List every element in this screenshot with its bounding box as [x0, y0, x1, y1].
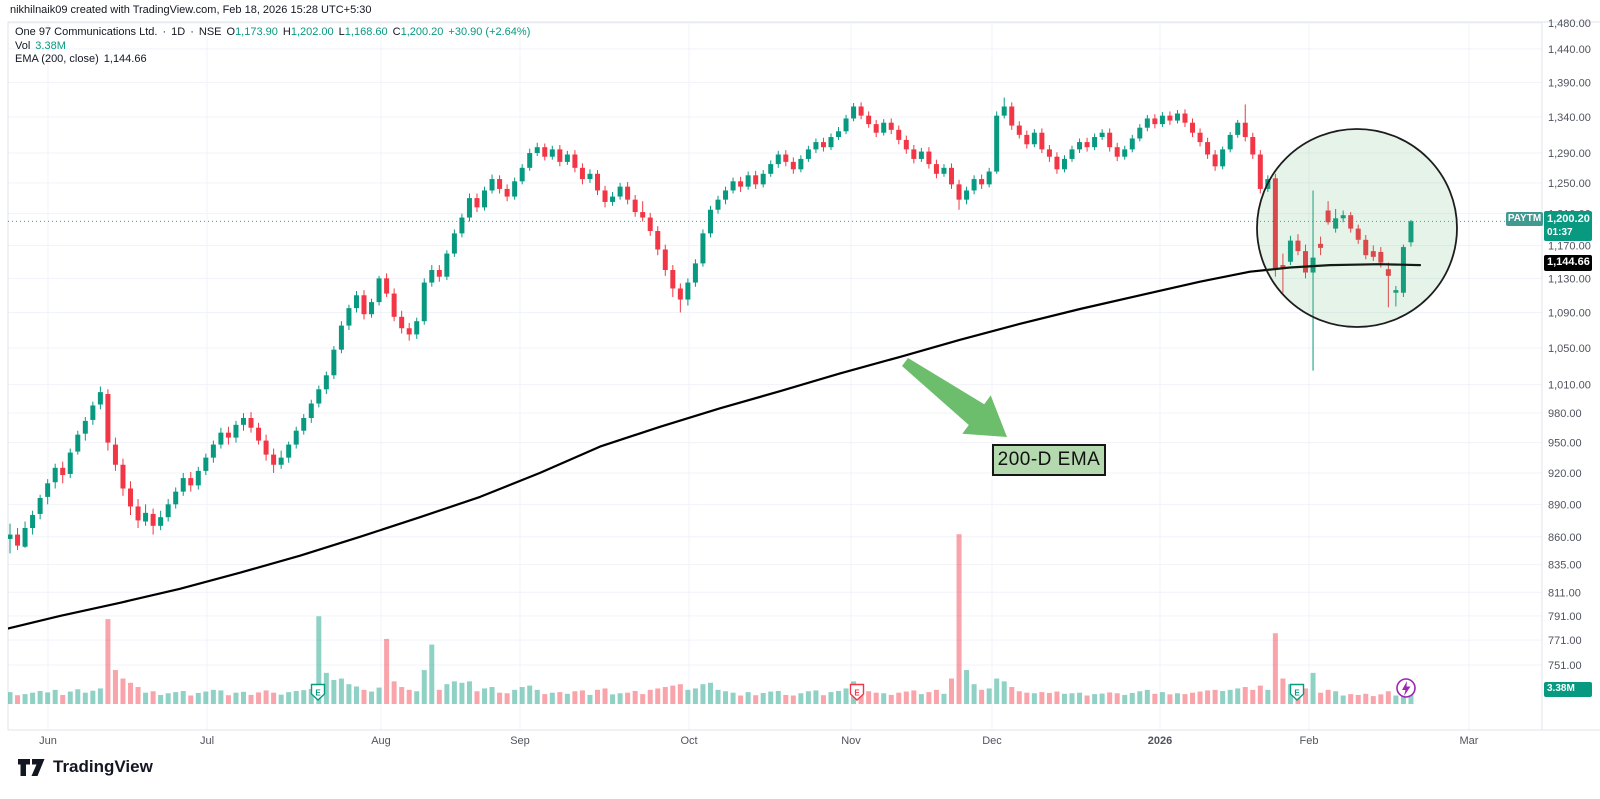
ema-price-badge: 1,144.66 [1544, 255, 1592, 271]
time-axis-label: Feb [1300, 735, 1319, 747]
gridlines [8, 22, 1542, 730]
price-axis-label: 791.00 [1548, 611, 1582, 623]
price-axis-label: 920.00 [1548, 468, 1582, 480]
svg-text:E: E [1294, 689, 1300, 698]
tradingview-logo[interactable]: TradingView [16, 756, 153, 778]
time-axis-label: Sep [510, 735, 530, 747]
time-axis[interactable]: Jun Jul Aug Sep Oct Nov Dec 2026 Feb Mar [39, 735, 1479, 747]
volume-bars [8, 534, 1414, 704]
price-axis-label: 771.00 [1548, 635, 1582, 647]
time-axis-label: Nov [841, 735, 861, 747]
price-axis-label: 1,390.00 [1548, 77, 1591, 89]
time-axis-label: Mar [1460, 735, 1479, 747]
price-axis-label: 1,170.00 [1548, 240, 1591, 252]
time-axis-label: Aug [371, 735, 391, 747]
bar-countdown: 01:37 [1547, 226, 1573, 238]
price-axis-label: 751.00 [1548, 660, 1582, 672]
pane-borders [7, 21, 1600, 731]
price-axis-label: 1,010.00 [1548, 380, 1591, 392]
highlight-circle-annotation[interactable] [1256, 128, 1458, 328]
price-axis-label: 1,130.00 [1548, 273, 1591, 285]
price-axis-label: 1,340.00 [1548, 112, 1591, 124]
price-axis-label: 860.00 [1548, 532, 1582, 544]
flash-marker-icon[interactable] [1396, 678, 1416, 698]
price-axis-label: 1,440.00 [1548, 44, 1591, 56]
price-axis-label: 811.00 [1548, 587, 1581, 599]
price-axis[interactable]: 1,480.00 1,440.00 1,390.00 1,340.00 1,290.00… [1548, 18, 1591, 672]
tradingview-logo-text: TradingView [53, 757, 153, 776]
ema-annotation-label[interactable]: 200-D EMA [992, 444, 1106, 476]
time-axis-label: Dec [982, 735, 1002, 747]
attribution-text: nikhilnaik09 created with TradingView.co… [10, 4, 372, 16]
time-axis-label: Jul [200, 735, 214, 747]
price-axis-label: 1,290.00 [1548, 148, 1591, 160]
price-axis-label: 1,250.00 [1548, 178, 1591, 190]
price-axis-label: 980.00 [1548, 408, 1582, 420]
price-axis-label: 835.00 [1548, 560, 1582, 572]
ema-line[interactable] [0, 263, 1422, 630]
price-axis-label: 890.00 [1548, 499, 1582, 511]
last-price-value: 1,200.20 [1547, 212, 1590, 225]
time-axis-label: Oct [680, 735, 697, 747]
price-axis-label: 1,090.00 [1548, 307, 1591, 319]
earnings-marker-icon[interactable]: E [310, 683, 326, 701]
svg-text:E: E [854, 689, 860, 698]
tradingview-logo-icon [18, 759, 45, 776]
last-price-badge: 1,200.20 01:37 [1544, 211, 1592, 241]
price-axis-label: 1,480.00 [1548, 18, 1591, 30]
time-axis-label: 2026 [1148, 735, 1172, 747]
earnings-marker-icon[interactable]: E [849, 683, 865, 701]
svg-text:E: E [315, 689, 321, 698]
price-axis-label: 950.00 [1548, 438, 1582, 450]
symbol-price-tag: PAYTM [1506, 212, 1543, 226]
time-axis-label: Jun [39, 735, 57, 747]
price-axis-label: 1,050.00 [1548, 343, 1591, 355]
earnings-marker-icon[interactable]: E [1289, 683, 1305, 701]
ema-arrow-annotation[interactable] [902, 358, 1007, 437]
candlestick-series [8, 97, 1414, 554]
volume-badge: 3.38M [1544, 682, 1592, 697]
